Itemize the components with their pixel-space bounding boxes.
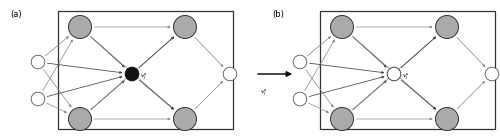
Circle shape [293,92,307,106]
Bar [58,11,233,129]
Circle shape [387,67,401,81]
Circle shape [330,108,353,131]
Bar [320,11,495,129]
Circle shape [330,15,353,38]
Text: $v_j^s$: $v_j^s$ [260,86,268,98]
Circle shape [125,67,139,81]
Circle shape [68,15,92,38]
Text: (b): (b) [272,10,284,19]
Circle shape [293,55,307,69]
Circle shape [436,108,458,131]
Circle shape [174,15,197,38]
Text: (a): (a) [10,10,22,19]
Circle shape [223,67,237,81]
Circle shape [31,92,45,106]
Text: $v_j^s$: $v_j^s$ [402,71,410,82]
Circle shape [485,67,499,81]
Text: $v_j^s$: $v_j^s$ [140,71,148,82]
Circle shape [174,108,197,131]
Circle shape [436,15,458,38]
Circle shape [68,108,92,131]
Circle shape [31,55,45,69]
